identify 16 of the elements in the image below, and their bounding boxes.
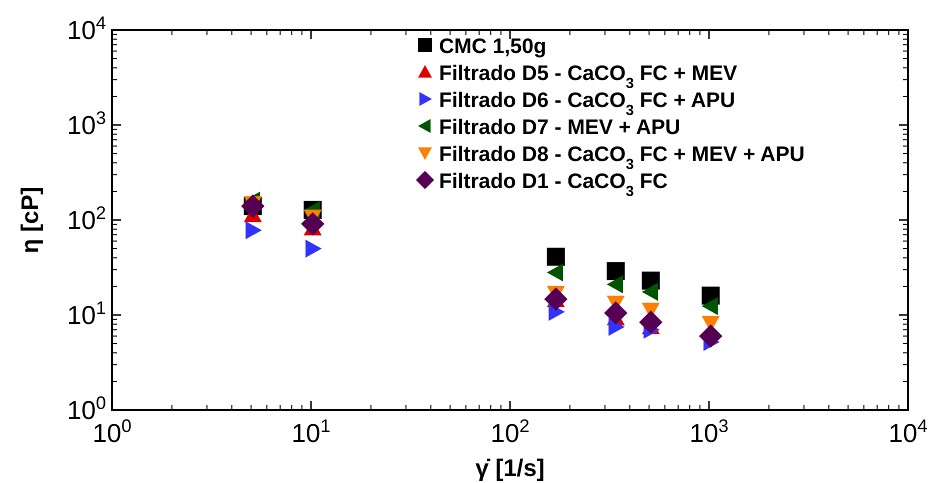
y-tick-label: 10$^{3}$ [66,108,106,140]
y-tick-label: 10$^{1}$ [66,298,106,330]
legend-label: Filtrado D1 - CaCO$_{3}$ FC [439,170,668,200]
x-tick-label: 10$^{2}$ [490,416,530,448]
x-axis-title: γ̇ [1/s] [475,455,545,482]
legend-label: Filtrado D8 - CaCO$_{3}$ FC + MEV + APU [439,143,805,173]
legend-label: CMC 1,50g [439,35,546,58]
y-tick-label: 10$^{4}$ [66,13,106,45]
legend-label: Filtrado D7 - MEV + APU [439,116,680,139]
y-axis-title: η [cP] [17,186,44,254]
x-tick-label: 10$^{3}$ [689,416,729,448]
x-tick-label: 10$^{1}$ [291,416,331,448]
legend-label: Filtrado D5 - CaCO$_{3}$ FC + MEV [439,62,738,92]
x-tick-label: 10$^{4}$ [888,416,928,448]
legend-label: Filtrado D6 - CaCO$_{3}$ FC + APU [439,89,736,119]
y-tick-label: 10$^{2}$ [66,203,106,235]
